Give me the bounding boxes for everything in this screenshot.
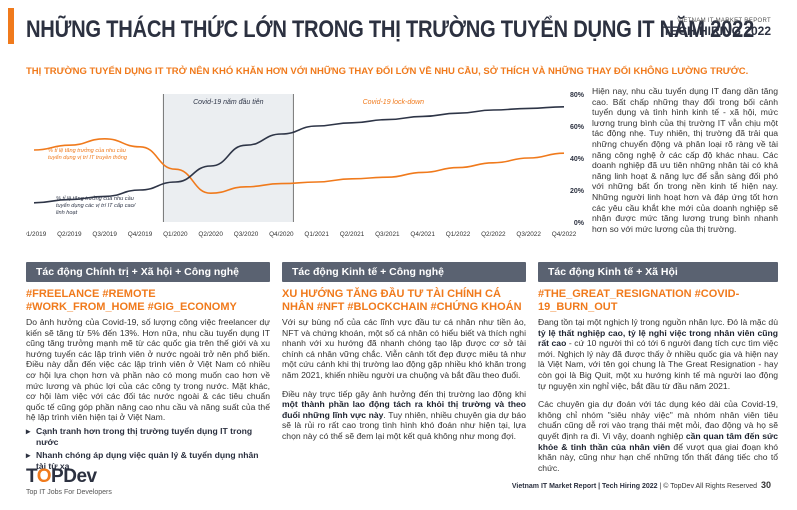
column-economic-tech: Tác động Kinh tế + Công nghệ XU HƯỚNG TĂ… — [282, 262, 526, 442]
column-economic-social: Tác động Kinh tế + Xã Hội #THE_GREAT_RES… — [538, 262, 778, 473]
covid-first-year-band — [163, 94, 294, 222]
bullet-item: Cạnh tranh hơn trong thị trường tuyển dụ… — [26, 426, 270, 447]
x-tick-label: Q3/2022 — [516, 231, 541, 238]
column-body: Đang tồn tại một nghịch lý trong nguồn n… — [538, 317, 778, 391]
logo-letters: PDev — [51, 466, 97, 487]
logo-mark: TOPDev — [26, 466, 112, 488]
bullet-item: Nhanh chóng áp dụng việc quản lý & tuyển… — [26, 450, 270, 471]
y-tick-label: 80% — [570, 92, 585, 99]
x-tick-label: Q3/2019 — [92, 231, 117, 238]
brand-small: VIETNAM IT MARKET REPORT — [677, 18, 771, 24]
footer-report: Vietnam IT Market Report | Tech Hiring 2… — [511, 483, 658, 490]
column-body-2: Các chuyên gia dự đoán với tác dụng kéo … — [538, 399, 778, 473]
x-tick-label: Q1/2020 — [163, 231, 188, 238]
body-text: Điều này trực tiếp gây ảnh hưởng đến thị… — [282, 388, 526, 399]
x-tick-label: Q1/2019 — [26, 231, 47, 238]
body-highlight: tỷ lệ thất nghiệp cao, tỷ lệ nghỉ việc t… — [538, 327, 778, 349]
page-title: NHỮNG THÁCH THỨC LỚN TRONG THỊ TRƯỜNG TU… — [26, 16, 755, 43]
column-header: Tác động Kinh tế + Công nghệ — [282, 262, 526, 282]
x-tick-label: Q3/2021 — [375, 231, 400, 238]
page-subtitle: THỊ TRƯỜNG TUYỂN DỤNG IT TRỞ NÊN KHÓ KHĂ… — [26, 66, 749, 77]
column-hashtags: #THE_GREAT_RESIGNATION #COVID-19_BURN_OU… — [538, 288, 740, 313]
x-tick-label: Q3/2020 — [234, 231, 259, 238]
body-text: để vượt qua giai đoạn khó khăn này, cũng… — [538, 441, 778, 473]
x-tick-label: Q2/2021 — [340, 231, 365, 238]
series-label-1-line: tuyển dụng vị trí IT truyền thống — [48, 154, 128, 161]
brand-big: TECH HIRING 2022 — [662, 24, 771, 38]
logo-letter-o: O — [36, 466, 52, 487]
series-label-2: % tỉ lệ tăng trưởng của nhu cầu tuyển dụn… — [56, 195, 137, 216]
body-text: - cứ 10 người thì có tới 6 người đang tí… — [538, 338, 778, 391]
x-tick-label: Q2/2022 — [481, 231, 506, 238]
column-political: Tác động Chính trị + Xã hội + Công nghệ … — [26, 262, 270, 474]
series-label-2-line: % tỉ lệ tăng trưởng của nhu cầu — [56, 195, 134, 202]
x-tick-label: Q1/2022 — [446, 231, 471, 238]
trend-chart-svg: Covid-19 năm đầu tiên Covid-19 lock-down 0… — [26, 92, 585, 238]
x-tick-label: Q4/2020 — [269, 231, 294, 238]
series-line-1 — [33, 137, 565, 195]
column-header: Tác động Kinh tế + Xã Hội — [538, 262, 778, 282]
y-tick-label: 40% — [570, 156, 585, 163]
report-brand: VIETNAM IT MARKET REPORT TECH HIRING 202… — [663, 18, 771, 38]
body-text: . Tuy nhiên, nhiều chuyên gia dự báo sẽ … — [282, 409, 526, 441]
x-tick-label: Q2/2020 — [198, 231, 223, 238]
column-body: Do ảnh hưởng của Covid-19, số lượng công… — [26, 317, 270, 423]
x-tick-label: Q1/2021 — [304, 231, 329, 238]
column-header: Tác động Chính trị + Xã hội + Công nghệ — [26, 262, 270, 282]
series-label-1-line: % tỉ lệ tăng trưởng của nhu cầu — [48, 147, 126, 154]
y-tick-label: 60% — [570, 124, 585, 131]
column-hashtags: #FREELANCE #REMOTE #WORK_FROM_HOME #GIG_… — [26, 288, 237, 313]
x-tick-label: Q4/2019 — [128, 231, 153, 238]
body-text: Đang tồn tại một nghịch lý trong nguồn n… — [538, 317, 778, 327]
series-label-1: % tỉ lệ tăng trưởng của nhu cầu tuyển dụn… — [48, 147, 128, 161]
column-hashtags: XU HƯỚNG TĂNG ĐẦU TƯ TÀI CHÍNH CÁ NHÂN #… — [282, 288, 522, 313]
body-highlight: cần quan tâm đến sức khỏe & tinh thần củ… — [538, 430, 778, 452]
series-line-2 — [33, 106, 565, 204]
y-tick-label: 20% — [570, 188, 585, 195]
y-tick-label: 0% — [574, 220, 585, 227]
topdev-logo: TOPDev Top IT Jobs For Developers — [26, 466, 112, 496]
annotation-covid-first-year: Covid-19 năm đầu tiên — [193, 97, 264, 106]
logo-letter: T — [26, 466, 37, 487]
series-label-2-line: linh hoạt — [56, 210, 78, 216]
series-label-2-line: tuyển dụng các vị trí IT cấp cao/ — [56, 202, 137, 209]
title-accent-bar — [8, 8, 14, 44]
column-body-2: Điều này trực tiếp gây ảnh hưởng đến thị… — [282, 389, 526, 442]
footer-copyright: | © TopDev All Rights Reserved — [657, 483, 757, 490]
column-bullets: Cạnh tranh hơn trong thị trường tuyển dụ… — [26, 426, 270, 471]
column-body: Với sự bùng nổ của các lĩnh vực đầu tư c… — [282, 317, 526, 380]
annotation-covid-lockdown: Covid-19 lock-down — [363, 99, 425, 106]
page-footer: Vietnam IT Market Report | Tech Hiring 2… — [512, 480, 771, 490]
body-text: Các chuyên gia dự đoán với tác dụng kéo … — [538, 399, 778, 441]
trend-chart: Covid-19 năm đầu tiên Covid-19 lock-down 0… — [26, 86, 586, 246]
intro-text: Hiện nay, nhu cầu tuyển dụng IT đang dần… — [592, 86, 778, 234]
page-number: 30 — [760, 480, 771, 490]
x-tick-label: Q2/2019 — [57, 231, 82, 238]
x-tick-label: Q4/2022 — [552, 231, 577, 238]
body-highlight: một thành phần lao động tách ra khỏi thị… — [282, 399, 526, 420]
logo-tagline: Top IT Jobs For Developers — [26, 489, 112, 496]
x-tick-label: Q4/2021 — [410, 231, 435, 238]
